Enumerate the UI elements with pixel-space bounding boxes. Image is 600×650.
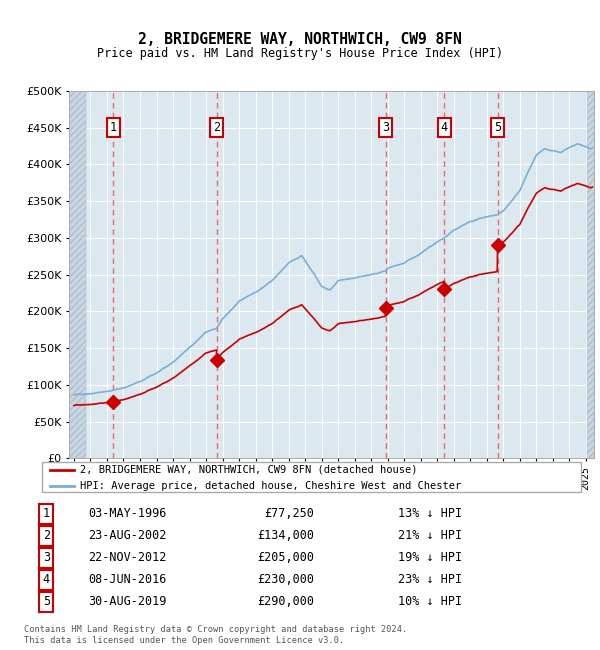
Text: 23% ↓ HPI: 23% ↓ HPI: [398, 573, 462, 586]
Text: 2, BRIDGEMERE WAY, NORTHWICH, CW9 8FN (detached house): 2, BRIDGEMERE WAY, NORTHWICH, CW9 8FN (d…: [80, 465, 418, 474]
Text: 2: 2: [43, 529, 50, 542]
Text: Contains HM Land Registry data © Crown copyright and database right 2024.
This d: Contains HM Land Registry data © Crown c…: [24, 625, 407, 645]
Text: Price paid vs. HM Land Registry's House Price Index (HPI): Price paid vs. HM Land Registry's House …: [97, 47, 503, 60]
Text: 3: 3: [43, 551, 50, 564]
Text: 22-NOV-2012: 22-NOV-2012: [88, 551, 167, 564]
Text: £290,000: £290,000: [257, 595, 314, 608]
Text: 30-AUG-2019: 30-AUG-2019: [88, 595, 167, 608]
Text: 4: 4: [43, 573, 50, 586]
FancyBboxPatch shape: [42, 462, 581, 492]
Text: 5: 5: [43, 595, 50, 608]
Text: 4: 4: [441, 122, 448, 135]
Bar: [69, 91, 86, 458]
Text: 13% ↓ HPI: 13% ↓ HPI: [398, 507, 462, 520]
Text: 1: 1: [43, 507, 50, 520]
Text: 23-AUG-2002: 23-AUG-2002: [88, 529, 167, 542]
Text: 10% ↓ HPI: 10% ↓ HPI: [398, 595, 462, 608]
Bar: [587, 91, 594, 458]
Text: 19% ↓ HPI: 19% ↓ HPI: [398, 551, 462, 564]
Text: 2, BRIDGEMERE WAY, NORTHWICH, CW9 8FN: 2, BRIDGEMERE WAY, NORTHWICH, CW9 8FN: [138, 31, 462, 47]
Text: £205,000: £205,000: [257, 551, 314, 564]
Text: 5: 5: [494, 122, 501, 135]
Text: 21% ↓ HPI: 21% ↓ HPI: [398, 529, 462, 542]
Text: 2: 2: [213, 122, 220, 135]
Text: 1: 1: [110, 122, 116, 135]
Text: £134,000: £134,000: [257, 529, 314, 542]
Text: HPI: Average price, detached house, Cheshire West and Chester: HPI: Average price, detached house, Ches…: [80, 480, 461, 491]
Text: £230,000: £230,000: [257, 573, 314, 586]
Text: 08-JUN-2016: 08-JUN-2016: [88, 573, 167, 586]
Text: 03-MAY-1996: 03-MAY-1996: [88, 507, 167, 520]
Text: 3: 3: [382, 122, 389, 135]
Text: £77,250: £77,250: [264, 507, 314, 520]
